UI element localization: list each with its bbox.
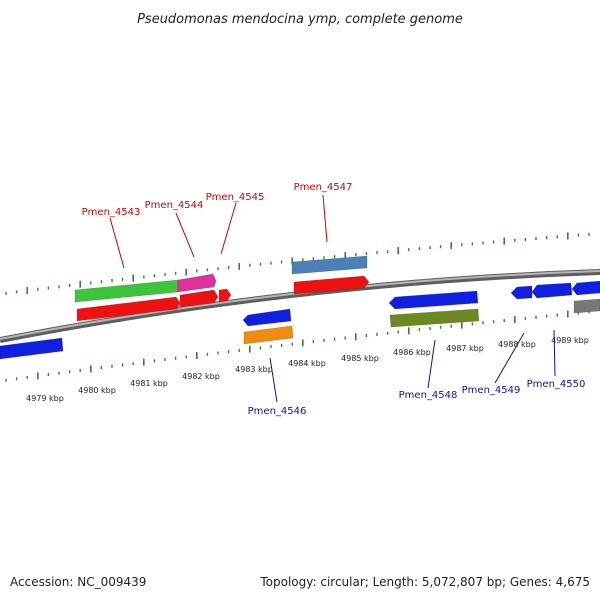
accession-text: Accession: NC_009439 xyxy=(10,575,146,589)
genome-backbone xyxy=(0,269,600,343)
gene-label-pmen-4546[interactable]: Pmen_4546 xyxy=(248,406,307,417)
feature-bottom-gray[interactable] xyxy=(573,298,600,314)
feature-top-red-4[interactable] xyxy=(293,275,370,295)
tick-label-4986: 4986 kbp xyxy=(393,348,431,357)
leader-line xyxy=(427,339,436,389)
tick-row-lower xyxy=(5,310,590,382)
gene-label-pmen-4545[interactable]: Pmen_4545 xyxy=(206,192,265,203)
leader-line xyxy=(494,332,525,384)
feature-bottom-blue-4546[interactable] xyxy=(242,308,292,327)
feature-bottom-blue-4550b[interactable] xyxy=(571,280,600,296)
leader-line xyxy=(220,202,237,255)
feature-bottom-blue-left[interactable] xyxy=(0,337,64,360)
gene-label-pmen-4550[interactable]: Pmen_4550 xyxy=(527,379,586,390)
leader-line xyxy=(269,357,278,403)
tick-row-upper xyxy=(5,232,590,295)
gene-labels-top: Pmen_4543 Pmen_4544 Pmen_4545 Pmen_4547 xyxy=(82,182,353,269)
map-title: Pseudomonas mendocina ymp, complete geno… xyxy=(137,12,463,27)
feature-top-red-1[interactable] xyxy=(76,296,181,322)
tick-label-4985: 4985 kbp xyxy=(341,354,379,363)
tick-label-4983: 4983 kbp xyxy=(235,365,273,374)
feature-bottom-blue-4548[interactable] xyxy=(388,290,479,310)
feature-top-magenta[interactable] xyxy=(177,273,217,293)
gene-label-pmen-4547[interactable]: Pmen_4547 xyxy=(294,182,353,193)
tick-label-4981: 4981 kbp xyxy=(130,379,168,388)
gene-label-pmen-4548[interactable]: Pmen_4548 xyxy=(399,390,458,401)
gene-label-pmen-4544[interactable]: Pmen_4544 xyxy=(145,200,204,211)
leader-line xyxy=(175,212,195,258)
tick-label-4982: 4982 kbp xyxy=(182,372,220,381)
gene-label-pmen-4543[interactable]: Pmen_4543 xyxy=(82,207,141,218)
feature-bottom-olive[interactable] xyxy=(389,308,480,328)
gene-label-pmen-4549[interactable]: Pmen_4549 xyxy=(462,385,521,396)
topology-text: Topology: circular; Length: 5,072,807 bp… xyxy=(259,575,590,589)
tick-label-4987: 4987 kbp xyxy=(446,344,484,353)
leader-line xyxy=(553,329,556,377)
feature-bottom-blue-4550a[interactable] xyxy=(531,282,573,299)
tick-label-4980: 4980 kbp xyxy=(78,386,116,395)
features-bottom-strand xyxy=(0,280,600,360)
leader-line xyxy=(109,217,125,269)
leader-line xyxy=(322,194,328,243)
feature-bottom-blue-4549[interactable] xyxy=(510,285,533,300)
feature-bottom-orange[interactable] xyxy=(243,325,294,345)
feature-top-steelblue[interactable] xyxy=(291,255,368,275)
feature-top-red-3[interactable] xyxy=(218,288,232,303)
feature-top-red-2[interactable] xyxy=(179,289,219,308)
features-top-strand xyxy=(74,255,370,322)
tick-label-4984: 4984 kbp xyxy=(288,359,326,368)
tick-label-4979: 4979 kbp xyxy=(26,394,64,403)
tick-label-4989: 4989 kbp xyxy=(551,336,589,345)
gene-labels-bottom: Pmen_4546 Pmen_4548 Pmen_4549 Pmen_4550 xyxy=(248,329,586,417)
